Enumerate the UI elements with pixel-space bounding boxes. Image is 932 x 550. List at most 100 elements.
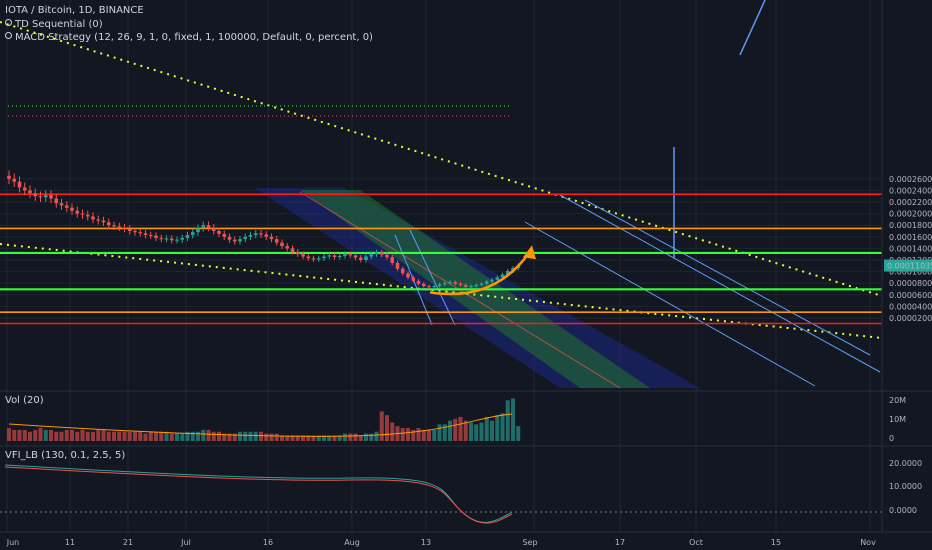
candle-body bbox=[38, 196, 43, 198]
volume-bar bbox=[112, 431, 116, 441]
blue-trendline bbox=[584, 199, 871, 356]
volume-bar bbox=[427, 429, 431, 441]
candle-body bbox=[101, 220, 106, 223]
candle-body bbox=[85, 214, 90, 217]
volume-bar bbox=[343, 433, 347, 441]
volume-bar bbox=[379, 411, 384, 441]
volume-bar bbox=[217, 431, 221, 441]
candle-body bbox=[180, 237, 185, 240]
vol-pane-title[interactable]: Vol (20) bbox=[5, 395, 44, 406]
vfi-pane-title[interactable]: VFI_LB (130, 0.1, 2.5, 5) bbox=[5, 450, 125, 461]
indicator-label: TD Sequential (0) bbox=[15, 19, 103, 30]
blue-trendline bbox=[559, 194, 881, 373]
candle-body bbox=[143, 233, 148, 236]
candle-body bbox=[348, 254, 353, 256]
volume-bar bbox=[143, 433, 148, 441]
volume-bar bbox=[70, 429, 74, 441]
candle-body bbox=[322, 256, 326, 259]
time-tick-label: Aug bbox=[344, 538, 360, 547]
candle-body bbox=[474, 284, 479, 287]
volume-bar bbox=[479, 422, 484, 441]
volume-bar bbox=[33, 429, 38, 441]
volume-bar bbox=[264, 433, 269, 441]
volume-bar bbox=[127, 431, 132, 441]
volume-bar bbox=[290, 435, 295, 441]
candle-body bbox=[343, 254, 347, 256]
volume-bar bbox=[411, 429, 416, 441]
candle-body bbox=[91, 216, 95, 220]
candle-body bbox=[154, 235, 158, 238]
candle-body bbox=[505, 271, 510, 275]
volume-bar bbox=[43, 429, 48, 441]
symbol-title[interactable]: IOTA / Bitcoin, 1D, BINANCE bbox=[5, 5, 144, 16]
volume-bar bbox=[337, 435, 342, 441]
indicator-td-sequential[interactable]: TD Sequential (0) bbox=[5, 19, 103, 30]
candlestick-series bbox=[7, 170, 521, 289]
volume-bar bbox=[316, 435, 321, 441]
volume-bar bbox=[64, 429, 69, 441]
eye-icon bbox=[5, 19, 12, 26]
candle-body bbox=[185, 235, 190, 238]
volume-bar bbox=[85, 431, 90, 441]
blue-trendline bbox=[409, 229, 456, 326]
candle-body bbox=[416, 280, 421, 284]
volume-bar bbox=[369, 433, 374, 441]
candle-body bbox=[148, 235, 153, 237]
horizontal-levels bbox=[0, 193, 882, 325]
volume-bar bbox=[495, 415, 500, 441]
volume-bar bbox=[463, 420, 468, 441]
candle-body bbox=[427, 286, 431, 288]
candle-body bbox=[269, 236, 274, 240]
vfi-tick-label: 20.0000 bbox=[889, 459, 922, 468]
volume-bar bbox=[133, 431, 137, 441]
candle-body bbox=[206, 225, 211, 228]
volume-bar bbox=[332, 435, 337, 441]
indicator-label: MACD Strategy (12, 26, 9, 1, 0, fixed, 1… bbox=[15, 32, 373, 43]
volume-ma bbox=[8, 413, 513, 437]
candle-body bbox=[332, 255, 337, 258]
candle-body bbox=[196, 228, 200, 233]
candle-body bbox=[358, 257, 363, 260]
candle-body bbox=[17, 181, 22, 188]
candle-body bbox=[59, 203, 64, 206]
volume-bar bbox=[54, 431, 59, 441]
volume-bar bbox=[490, 420, 494, 441]
volume-bar bbox=[442, 424, 447, 441]
volume-bar bbox=[22, 429, 27, 441]
candle-body bbox=[364, 256, 368, 260]
volume-bar bbox=[280, 435, 284, 441]
time-tick-label: Jun bbox=[6, 538, 20, 547]
candle-body bbox=[264, 234, 269, 237]
candle-body bbox=[259, 233, 263, 235]
volume-bar bbox=[327, 435, 332, 441]
indicator-macd-strategy[interactable]: MACD Strategy (12, 26, 9, 1, 0, fixed, 1… bbox=[5, 32, 373, 43]
volume-bar bbox=[269, 433, 274, 441]
price-badge bbox=[884, 259, 932, 272]
volume-bar bbox=[358, 435, 363, 441]
candle-body bbox=[379, 252, 384, 255]
vfi-pane-label: VFI_LB (130, 0.1, 2.5, 5) bbox=[5, 450, 126, 461]
candle-body bbox=[96, 219, 101, 221]
candle-body bbox=[353, 255, 358, 258]
gridlines bbox=[0, 0, 882, 532]
candle-body bbox=[243, 236, 248, 240]
volume-bar bbox=[301, 435, 305, 441]
volume-bar bbox=[91, 431, 95, 441]
volume-bar bbox=[453, 418, 458, 441]
volume-bar bbox=[17, 429, 22, 441]
candle-body bbox=[80, 213, 85, 215]
volume-bar bbox=[164, 431, 169, 441]
vfi-tick-label: 0.0000 bbox=[889, 506, 917, 515]
volume-bar bbox=[243, 431, 248, 441]
candle-body bbox=[500, 274, 505, 278]
candle-body bbox=[64, 205, 69, 208]
volume-bars bbox=[7, 398, 521, 441]
trend-lines bbox=[0, 0, 883, 387]
regression-channels bbox=[255, 188, 700, 389]
volume-bar bbox=[400, 428, 405, 441]
candle-body bbox=[12, 178, 17, 182]
